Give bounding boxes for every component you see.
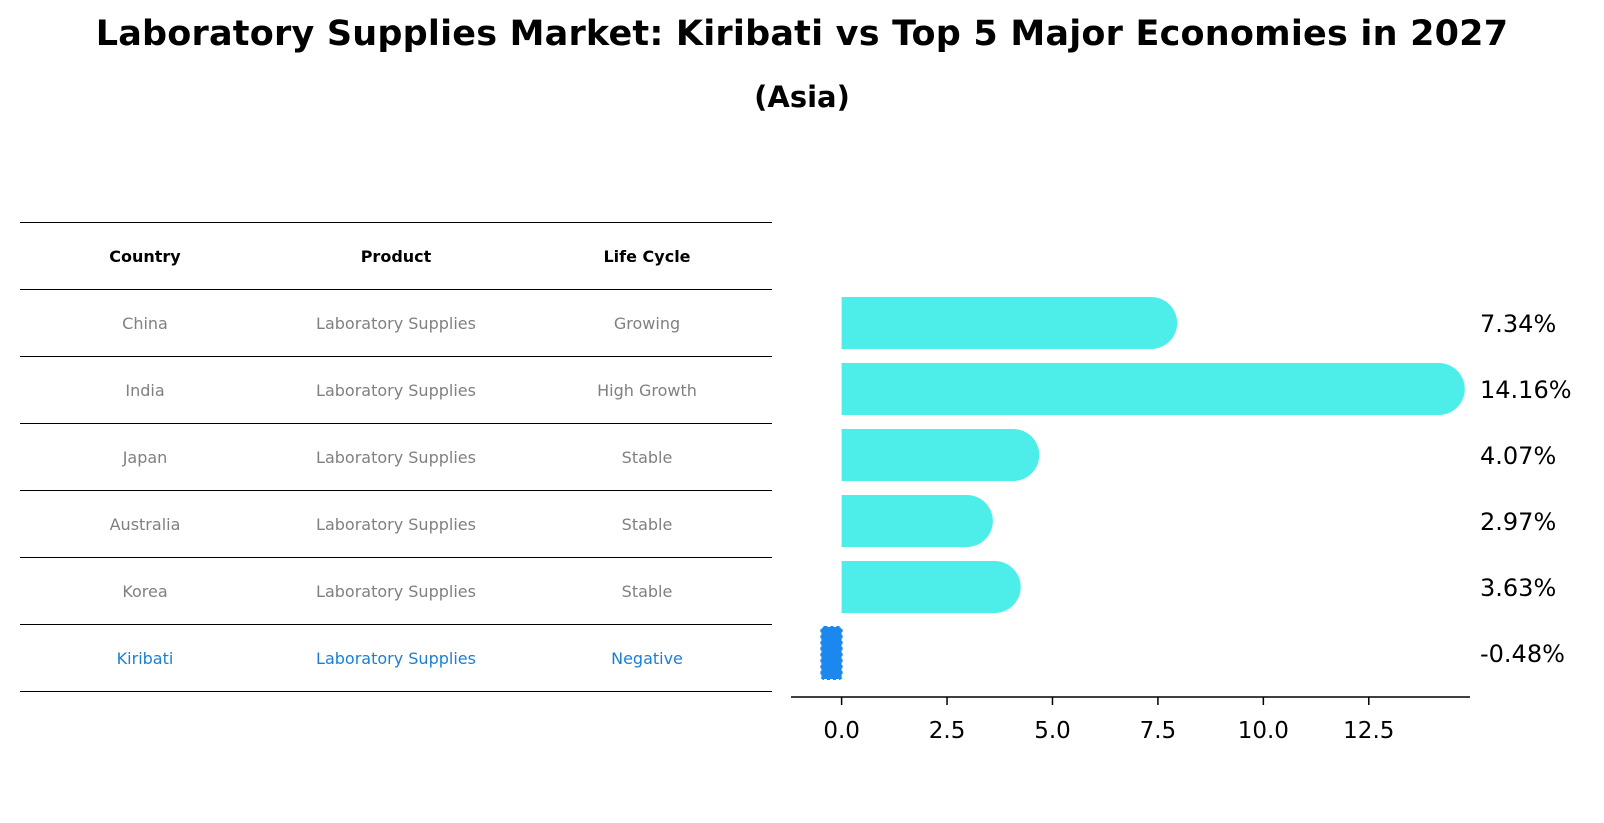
bar-kiribati — [820, 626, 843, 680]
cell-product: Laboratory Supplies — [316, 313, 476, 333]
cell-life-cycle: Stable — [621, 581, 673, 601]
table-row: Australia Laboratory Supplies Stable — [20, 491, 772, 558]
header-life-cycle: Life Cycle — [603, 246, 691, 266]
table-row-highlighted: Kiribati Laboratory Supplies Negative — [20, 625, 772, 692]
cell-product: Laboratory Supplies — [316, 581, 476, 601]
cell-product: Laboratory Supplies — [316, 648, 476, 668]
header-country: Country — [109, 246, 181, 266]
x-tick-label: 2.5 — [929, 718, 966, 744]
cell-life-cycle: Stable — [621, 447, 673, 467]
cell-country: India — [125, 380, 165, 400]
chart-title: Laboratory Supplies Market: Kiribati vs … — [95, 14, 1509, 54]
cell-product: Laboratory Supplies — [316, 514, 476, 534]
cell-country: Japan — [122, 447, 168, 467]
x-tick-label: 12.5 — [1343, 718, 1394, 744]
value-label-india: 14.16% — [1480, 376, 1572, 404]
x-tick-label: 10.0 — [1238, 718, 1289, 744]
bar-australia — [841, 495, 993, 547]
cell-life-cycle: Growing — [613, 313, 681, 333]
x-tick-label: 7.5 — [1140, 718, 1177, 744]
table-row: Korea Laboratory Supplies Stable — [20, 558, 772, 625]
value-label-china: 7.34% — [1480, 310, 1556, 338]
cell-country: China — [122, 313, 168, 333]
x-tick-label: 5.0 — [1034, 718, 1071, 744]
cell-country: Kiribati — [116, 648, 174, 668]
table-header-row: Country Product Life Cycle — [20, 222, 772, 290]
bar-china — [841, 297, 1178, 349]
cell-life-cycle: High Growth — [597, 380, 697, 400]
value-label-japan: 4.07% — [1480, 442, 1556, 470]
cell-life-cycle: Negative — [611, 648, 683, 668]
table-row: Japan Laboratory Supplies Stable — [20, 424, 772, 491]
table-row: India Laboratory Supplies High Growth — [20, 357, 772, 424]
cell-country: Australia — [109, 514, 181, 534]
cell-life-cycle: Stable — [621, 514, 673, 534]
value-label-australia: 2.97% — [1480, 508, 1556, 536]
chart-subtitle: (Asia) — [754, 80, 850, 114]
bar-japan — [841, 429, 1040, 481]
table-row: China Laboratory Supplies Growing — [20, 290, 772, 357]
value-label-korea: 3.63% — [1480, 574, 1556, 602]
value-label-kiribati: -0.48% — [1480, 640, 1565, 668]
cell-product: Laboratory Supplies — [316, 447, 476, 467]
x-tick-label: 0.0 — [823, 718, 860, 744]
data-table: Country Product Life Cycle China Laborat… — [20, 222, 772, 692]
header-product: Product — [360, 246, 432, 266]
bar-korea — [841, 561, 1021, 613]
cell-country: Korea — [122, 581, 168, 601]
bar-india — [841, 363, 1465, 415]
cell-product: Laboratory Supplies — [316, 380, 476, 400]
